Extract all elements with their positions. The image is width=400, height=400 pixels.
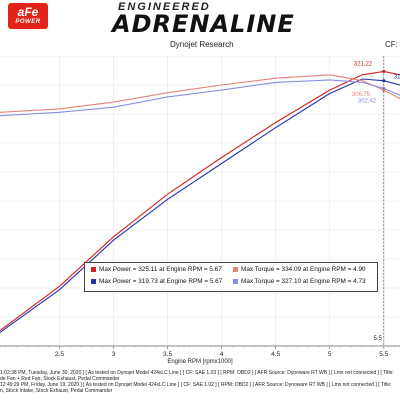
callout-label: 302.42 — [358, 98, 377, 104]
legend-row-2: Max Power = 319.73 at Engine RPM = 5.67 … — [85, 277, 377, 287]
grid-lines — [0, 55, 400, 347]
legend-swatch — [233, 279, 238, 284]
legend-item: Max Power = 325.11 at Engine RPM = 5.67 — [99, 266, 222, 273]
legend-swatch — [91, 267, 96, 272]
legend-item: Max Torque = 334.09 at Engine RPM = 4.90 — [241, 266, 366, 273]
footer-line: 12:49:29 PM, Friday, June 19, 2020 ] [ A… — [0, 382, 392, 388]
logo-sub-text: POWER — [15, 19, 41, 25]
cursor-label: 5.5 — [373, 336, 382, 342]
adrenaline-title: ADRENALINE — [112, 10, 295, 38]
footer-line: de Fan + Red Fan, Stock Exhaust, Pedal C… — [0, 376, 120, 382]
x-tick-label: 4 — [220, 351, 224, 358]
dynojet-research-label: Dynojet Research — [170, 40, 234, 49]
footer-line: 1:02:38 PM, Tuesday, June 30, 2020 ] [ A… — [0, 370, 394, 376]
x-tick-label: 2.5 — [55, 351, 64, 358]
legend-item: Max Torque = 327.10 at Engine RPM = 4.73 — [241, 278, 366, 285]
callout-label: 306.75 — [352, 92, 371, 98]
x-tick-label: 3 — [112, 351, 116, 358]
x-tick-label: 5.5 — [379, 351, 388, 358]
logo-brand-text: aFe — [17, 5, 39, 19]
cf-label: CF: S — [385, 40, 400, 49]
run-info-footer: 1:02:38 PM, Tuesday, June 30, 2020 ] [ A… — [0, 370, 400, 400]
callout-label: 316.3 — [394, 75, 400, 81]
callout-label: 321.22 — [354, 61, 373, 67]
header: aFe POWER ENGINEERED ADRENALINE Dynojet … — [0, 0, 400, 56]
x-tick-label: 3.5 — [163, 351, 172, 358]
series-line-2 — [0, 78, 400, 333]
footer-line: n, Stock Intake, Stock Exhaust, Pedal Co… — [0, 388, 113, 394]
x-axis-label: Engine RPM [rpmx1000] — [167, 359, 233, 365]
legend-item: Max Power = 319.73 at Engine RPM = 5.67 — [99, 278, 223, 285]
x-axis: 2.5 3 3.5 4 4.5 5 5.5 Engine RPM [rpmx1000] 5.5 — [0, 56, 400, 365]
series-line-1 — [0, 70, 400, 332]
chart-series — [0, 70, 400, 333]
series-line-4 — [0, 79, 400, 117]
legend-row-1: Max Power = 325.11 at Engine RPM = 5.67 … — [85, 265, 377, 275]
chart-legend: Max Power = 325.11 at Engine RPM = 5.67 … — [84, 262, 378, 292]
x-tick-label: 5 — [328, 351, 332, 358]
afe-power-logo: aFe POWER — [8, 3, 48, 29]
engineered-title: ENGINEERED — [118, 1, 211, 13]
legend-swatch — [91, 279, 96, 284]
legend-swatch — [233, 267, 238, 272]
x-tick-label: 4.5 — [271, 351, 280, 358]
